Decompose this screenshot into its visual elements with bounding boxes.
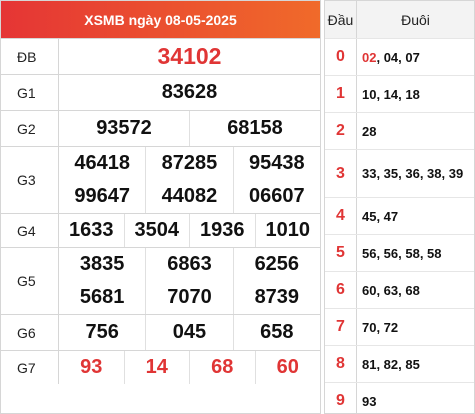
- results-title: XSMB ngày 08-05-2025: [1, 1, 320, 38]
- results-table: XSMB ngày 08-05-2025 ĐB 34102 G1 83628 G…: [0, 0, 321, 414]
- loto-header: Đầu Đuôi: [325, 1, 474, 38]
- loto-head-digit: 4: [325, 198, 357, 234]
- prize-row-g4: G4 1633 3504 1936 1010: [1, 213, 320, 247]
- tail-column-title: Đuôi: [401, 11, 430, 28]
- loto-tails: 56, 56, 58, 58: [362, 245, 442, 261]
- prize-number: 14: [123, 351, 190, 384]
- prize-number: 44082: [145, 180, 232, 213]
- loto-tails: 45, 47: [362, 208, 399, 224]
- loto-tails: 60, 63, 68: [362, 282, 420, 298]
- tail-values: , 04, 07: [376, 49, 420, 65]
- loto-row: 9 93: [325, 382, 474, 414]
- prize-number: 1010: [254, 214, 321, 247]
- prize-number: 1936: [189, 214, 255, 247]
- prize-number: 1633: [69, 219, 114, 241]
- prize-number: 3504: [123, 214, 190, 247]
- prize-number: 6863: [145, 248, 232, 281]
- loto-tails: 70, 72: [362, 319, 399, 335]
- prize-number: 8739: [232, 281, 320, 314]
- loto-row: 1 10, 14, 18: [325, 75, 474, 112]
- prize-number: 46418: [74, 152, 130, 174]
- prize-label: G3: [1, 147, 59, 213]
- prize-label: ĐB: [1, 39, 59, 74]
- prize-row-g2: G2 93572 68158: [1, 110, 320, 146]
- prize-row-g1: G1 83628: [1, 74, 320, 110]
- highlighted-tail: 02: [362, 49, 377, 65]
- prize-number: 06607: [232, 180, 320, 213]
- prize-number: 68: [189, 351, 255, 384]
- prize-number: 045: [145, 315, 232, 350]
- head-column-title: Đầu: [325, 1, 357, 38]
- loto-head-digit: 8: [325, 346, 357, 382]
- prize-number: 60: [254, 351, 321, 384]
- prize-row-g3: G3 46418 87285 95438 99647 44082 06607: [1, 146, 320, 213]
- loto-row: 0 02, 04, 07: [325, 38, 474, 75]
- prize-label: G6: [1, 315, 59, 350]
- prize-label: G5: [1, 248, 59, 314]
- prize-label: G2: [1, 111, 59, 146]
- loto-head-digit: 9: [325, 383, 357, 414]
- loto-head-digit: 3: [325, 150, 357, 197]
- loto-tails: 28: [362, 123, 377, 139]
- prize-label: G1: [1, 75, 59, 110]
- prize-number: 99647: [74, 185, 130, 207]
- loto-table: Đầu Đuôi 0 02, 04, 07 1 10, 14, 18 2 28 …: [324, 0, 475, 414]
- loto-row: 4 45, 47: [325, 197, 474, 234]
- loto-row: 8 81, 82, 85: [325, 345, 474, 382]
- prize-number: 5681: [79, 286, 125, 308]
- loto-head-digit: 7: [325, 309, 357, 345]
- prize-row-g6: G6 756 045 658: [1, 314, 320, 350]
- loto-tails: 10, 14, 18: [362, 86, 420, 102]
- prize-row-g5: G5 3835 6863 6256 5681 7070 8739: [1, 247, 320, 314]
- prize-number: 93: [80, 356, 103, 378]
- prize-number: 68158: [189, 111, 320, 146]
- loto-tails: 93: [362, 393, 377, 409]
- prize-number: 93572: [96, 117, 152, 139]
- prize-row-db: ĐB 34102: [1, 38, 320, 74]
- prize-number: 87285: [145, 147, 232, 180]
- loto-row: 6 60, 63, 68: [325, 271, 474, 308]
- loto-head-digit: 6: [325, 272, 357, 308]
- prize-number: 756: [85, 321, 119, 343]
- prize-number: 83628: [161, 81, 218, 103]
- loto-head-digit: 5: [325, 235, 357, 271]
- loto-head-digit: 0: [325, 39, 357, 75]
- loto-tails: 81, 82, 85: [362, 356, 420, 372]
- prize-label: G7: [1, 351, 59, 384]
- prize-number: 3835: [79, 253, 125, 275]
- loto-row: 2 28: [325, 112, 474, 149]
- prize-label: G4: [1, 214, 59, 247]
- prize-number: 95438: [232, 147, 320, 180]
- prize-number: 658: [232, 315, 320, 350]
- loto-row: 3 33, 35, 36, 38, 39: [325, 149, 474, 197]
- loto-row: 5 56, 56, 58, 58: [325, 234, 474, 271]
- loto-tails: 33, 35, 36, 38, 39: [362, 166, 464, 181]
- loto-head-digit: 2: [325, 113, 357, 149]
- prize-row-g7: G7 93 14 68 60: [1, 350, 320, 384]
- loto-head-digit: 1: [325, 76, 357, 112]
- loto-tails: 02, 04, 07: [357, 39, 474, 75]
- loto-row: 7 70, 72: [325, 308, 474, 345]
- special-prize-number: 34102: [157, 43, 222, 69]
- prize-number: 6256: [232, 248, 320, 281]
- prize-number: 7070: [145, 281, 232, 314]
